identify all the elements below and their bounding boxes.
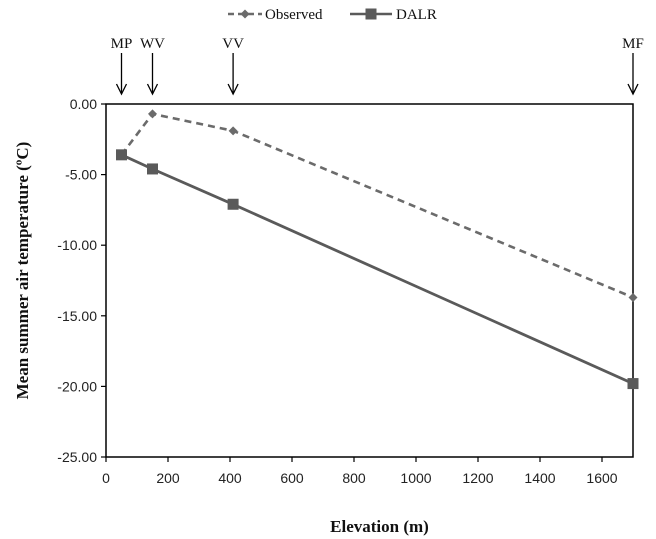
x-tick-label: 800	[342, 470, 366, 486]
y-axis-title: Mean summer air temperature (ºC)	[13, 142, 32, 400]
arrowhead-icon	[146, 83, 159, 96]
legend-item-dalr: DALR	[350, 7, 437, 23]
series-observed	[117, 109, 638, 302]
plot-area	[105, 103, 634, 458]
site-marker-vv: VV	[222, 36, 244, 96]
data-point	[116, 149, 127, 161]
data-point	[147, 163, 158, 175]
series-line-dalr	[120, 153, 634, 385]
x-axis-title: Elevation (m)	[330, 517, 429, 536]
y-tick-label: 0.00	[70, 96, 97, 112]
y-tick-label: -15.00	[57, 308, 97, 324]
data-point	[228, 126, 238, 136]
x-tick-label: 1200	[462, 470, 493, 486]
x-tick-label: 400	[218, 470, 242, 486]
site-marker-mf: MF	[622, 36, 644, 96]
arrowhead-icon	[627, 83, 639, 96]
x-tick-label: 1400	[524, 470, 555, 486]
series-dalr	[116, 149, 639, 390]
site-label: MP	[111, 36, 133, 52]
y-tick-label: -5.00	[65, 167, 97, 183]
x-tick-label: 1600	[586, 470, 617, 486]
diamond-icon	[240, 9, 250, 19]
data-point	[627, 378, 639, 390]
legend: Observed DALR	[228, 7, 437, 23]
site-marker-mp: MP	[111, 36, 133, 96]
legend-label: DALR	[396, 7, 437, 23]
x-tick-label: 0	[102, 470, 110, 486]
data-point	[628, 292, 638, 302]
x-tick-label: 1000	[400, 470, 431, 486]
arrowhead-icon	[115, 83, 128, 96]
y-tick-label: -25.00	[57, 449, 97, 465]
y-tick-label: -10.00	[57, 237, 97, 253]
legend-label: Observed	[265, 7, 323, 23]
y-axis: 0.00 -5.00 -10.00 -15.00 -20.00 -25.00	[57, 96, 106, 465]
arrowhead-icon	[227, 83, 239, 96]
data-point	[148, 109, 157, 119]
site-label: MF	[622, 36, 644, 52]
square-icon	[365, 8, 377, 20]
site-label: VV	[222, 36, 244, 52]
y-tick-label: -20.00	[57, 378, 97, 394]
site-label: WV	[140, 36, 165, 52]
x-axis: 0 200 400 600 800 1000 1200 1400 1600	[102, 457, 618, 486]
site-annotations: MP WV VV MF	[111, 36, 644, 96]
series-line-observed	[120, 112, 634, 299]
site-marker-wv: WV	[140, 36, 165, 96]
x-tick-label: 600	[280, 470, 304, 486]
legend-item-observed: Observed	[228, 7, 323, 23]
series-layer	[116, 109, 639, 390]
data-point	[227, 198, 239, 210]
x-tick-label: 200	[156, 470, 180, 486]
